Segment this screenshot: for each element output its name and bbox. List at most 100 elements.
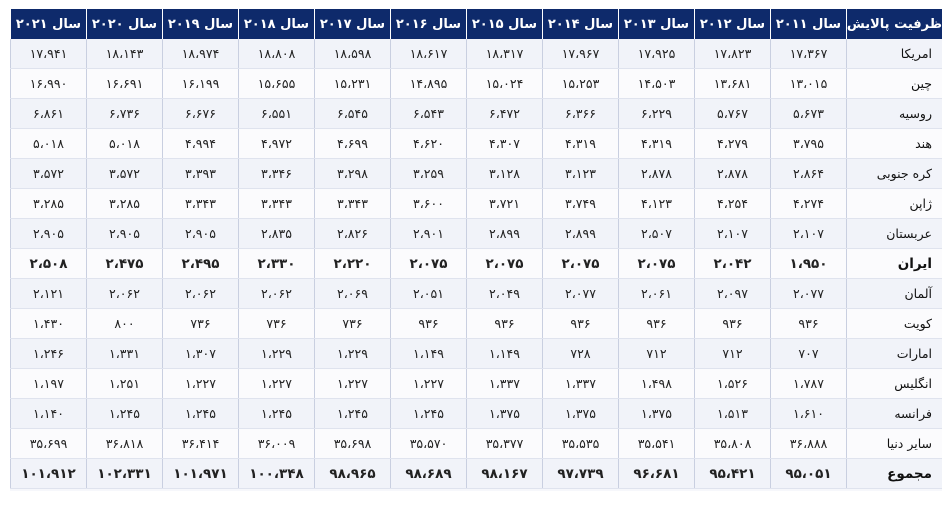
- capacity-cell: ۶،۲۲۹: [618, 98, 695, 129]
- country-cell: کویت: [846, 308, 942, 339]
- capacity-cell: ۱،۹۵۰: [770, 248, 847, 279]
- table-row: کویت ۹۳۶ ۹۳۶ ۹۳۶ ۹۳۶ ۹۳۶ ۹۳۶ ۷۳۶ ۷۳۶ ۷۳۶ ۸۰۰ ۱،۴۳۰: [10, 308, 942, 339]
- country-cell: ایران: [846, 248, 942, 279]
- country-cell: کره جنوبی: [846, 158, 942, 189]
- header-cell: سال ۲۰۱۹: [162, 9, 239, 39]
- table-row: ژاپن ۴،۲۷۴ ۴،۲۵۴ ۴،۱۲۳ ۳،۷۴۹ ۳،۷۲۱ ۳،۶۰۰ ۳،۳۴۳ ۳…: [10, 188, 942, 219]
- table-row: ایران ۱،۹۵۰ ۲،۰۴۲ ۲،۰۷۵ ۲،۰۷۵ ۲،۰۷۵ ۲،۰۷۵ ۲،۲۲۰…: [10, 248, 942, 279]
- capacity-cell: ۱،۳۷۵: [618, 398, 695, 429]
- capacity-cell: ۲،۹۰۱: [390, 218, 467, 249]
- country-cell: عربستان: [846, 218, 942, 249]
- capacity-cell: ۳،۵۷۲: [10, 158, 87, 189]
- capacity-cell: ۲،۹۰۵: [10, 218, 87, 249]
- capacity-cell: ۳،۷۲۱: [466, 188, 543, 219]
- table-row: روسیه ۵،۶۷۳ ۵،۷۶۷ ۶،۲۲۹ ۶،۳۶۶ ۶،۴۷۲ ۶،۵۴۳ ۶،۵۴۵…: [10, 98, 942, 129]
- capacity-cell: ۳،۲۸۵: [10, 188, 87, 219]
- capacity-cell: ۳،۷۴۹: [542, 188, 619, 219]
- capacity-cell: ۱۵،۶۵۵: [238, 68, 315, 99]
- capacity-cell: ۱،۶۱۰: [770, 398, 847, 429]
- capacity-cell: ۴،۱۲۳: [618, 188, 695, 219]
- capacity-cell: ۱،۲۴۵: [390, 398, 467, 429]
- capacity-cell: ۹۳۶: [694, 308, 771, 339]
- capacity-cell: ۱۸،۱۴۳: [86, 39, 163, 69]
- capacity-cell: ۲،۸۷۸: [618, 158, 695, 189]
- capacity-cell: ۱،۲۲۹: [314, 338, 391, 369]
- country-cell: امریکا: [846, 39, 942, 69]
- capacity-cell: ۹۵،۰۵۱: [770, 458, 847, 489]
- capacity-cell: ۹۳۶: [390, 308, 467, 339]
- capacity-cell: ۲،۰۴۲: [694, 248, 771, 279]
- country-cell: انگلیس: [846, 368, 942, 399]
- capacity-cell: ۱۶،۶۹۱: [86, 68, 163, 99]
- header-cell: سال ۲۰۱۶: [390, 9, 467, 39]
- capacity-cell: ۱،۲۴۵: [162, 398, 239, 429]
- capacity-cell: ۲،۰۷۵: [542, 248, 619, 279]
- capacity-cell: ۲،۱۰۷: [770, 218, 847, 249]
- capacity-cell: ۱۸،۶۱۷: [390, 39, 467, 69]
- header-cell: سال ۲۰۱۱: [770, 9, 847, 39]
- capacity-cell: ۳۵،۵۷۰: [390, 428, 467, 459]
- country-cell: آلمان: [846, 278, 942, 309]
- capacity-cell: ۵،۰۱۸: [86, 128, 163, 159]
- refining-capacity-table-container: ظرفیت پالایش سال ۲۰۱۱ سال ۲۰۱۲ سال ۲۰۱۳ …: [10, 9, 942, 491]
- capacity-cell: ۹۵،۴۲۱: [694, 458, 771, 489]
- country-cell: چین: [846, 68, 942, 99]
- capacity-cell: ۱۰۱،۹۷۱: [162, 458, 239, 489]
- capacity-cell: ۱،۲۲۷: [390, 368, 467, 399]
- capacity-cell: ۳۵،۶۹۹: [10, 428, 87, 459]
- capacity-cell: ۷۰۷: [770, 338, 847, 369]
- table-row: امارات ۷۰۷ ۷۱۲ ۷۱۲ ۷۲۸ ۱،۱۴۹ ۱،۱۴۹ ۱،۲۲۹ ۱،۲۲۹ ۱،…: [10, 338, 942, 369]
- table-body: امریکا ۱۷،۳۶۷ ۱۷،۸۲۳ ۱۷،۹۲۵ ۱۷،۹۶۷ ۱۸،۳۱۷ ۱۸،۶…: [10, 39, 942, 489]
- capacity-cell: ۷۲۸: [542, 338, 619, 369]
- capacity-cell: ۱۰۲،۳۳۱: [86, 458, 163, 489]
- capacity-cell: ۳۵،۵۴۱: [618, 428, 695, 459]
- table-row: آلمان ۲،۰۷۷ ۲،۰۹۷ ۲،۰۶۱ ۲،۰۷۷ ۲،۰۴۹ ۲،۰۵۱ ۲،۰۶۹…: [10, 278, 942, 309]
- capacity-cell: ۲،۹۰۵: [162, 218, 239, 249]
- capacity-cell: ۵،۰۱۸: [10, 128, 87, 159]
- capacity-cell: ۳۶،۸۸۸: [770, 428, 847, 459]
- capacity-cell: ۳۵،۵۳۵: [542, 428, 619, 459]
- capacity-cell: ۱۶،۱۹۹: [162, 68, 239, 99]
- capacity-cell: ۱،۲۲۷: [314, 368, 391, 399]
- capacity-cell: ۱،۷۸۷: [770, 368, 847, 399]
- capacity-cell: ۴،۹۷۲: [238, 128, 315, 159]
- capacity-cell: ۱،۳۰۷: [162, 338, 239, 369]
- header-cell: سال ۲۰۱۳: [618, 9, 695, 39]
- capacity-cell: ۱،۲۲۷: [238, 368, 315, 399]
- table-row: چین ۱۳،۰۱۵ ۱۳،۶۸۱ ۱۴،۵۰۳ ۱۵،۲۵۳ ۱۵،۰۲۴ ۱۴،۸۹۵ ۱…: [10, 68, 942, 99]
- capacity-cell: ۴،۶۲۰: [390, 128, 467, 159]
- capacity-cell: ۱،۴۳۰: [10, 308, 87, 339]
- capacity-cell: ۲،۴۷۵: [86, 248, 163, 279]
- country-cell: مجموع: [846, 458, 942, 489]
- header-cell: سال ۲۰۱۷: [314, 9, 391, 39]
- capacity-cell: ۲،۸۹۹: [466, 218, 543, 249]
- table-row: هند ۳،۷۹۵ ۴،۲۷۹ ۴،۳۱۹ ۴،۳۱۹ ۴،۳۰۷ ۴،۶۲۰ ۴،۶۹۹ ۴،…: [10, 128, 942, 159]
- header-cell: ظرفیت پالایش: [846, 9, 942, 39]
- capacity-cell: ۱،۳۷۵: [466, 398, 543, 429]
- table-row: فرانسه ۱،۶۱۰ ۱،۵۱۳ ۱،۳۷۵ ۱،۳۷۵ ۱،۳۷۵ ۱،۲۴۵ ۱،۲۴…: [10, 398, 942, 429]
- capacity-cell: ۹۳۶: [542, 308, 619, 339]
- capacity-cell: ۱۷،۹۲۵: [618, 39, 695, 69]
- capacity-cell: ۴،۶۹۹: [314, 128, 391, 159]
- capacity-cell: ۵،۷۶۷: [694, 98, 771, 129]
- capacity-cell: ۳،۳۹۳: [162, 158, 239, 189]
- capacity-cell: ۱،۳۳۱: [86, 338, 163, 369]
- capacity-cell: ۲،۳۳۰: [238, 248, 315, 279]
- capacity-cell: ۱۳،۰۱۵: [770, 68, 847, 99]
- capacity-cell: ۲،۹۰۵: [86, 218, 163, 249]
- capacity-cell: ۲،۰۶۲: [86, 278, 163, 309]
- capacity-cell: ۳۶،۰۰۹: [238, 428, 315, 459]
- capacity-cell: ۷۱۲: [618, 338, 695, 369]
- capacity-cell: ۱۷،۸۲۳: [694, 39, 771, 69]
- capacity-cell: ۶،۵۴۵: [314, 98, 391, 129]
- country-cell: سایر دنیا: [846, 428, 942, 459]
- capacity-cell: ۲،۰۷۷: [770, 278, 847, 309]
- header-cell: سال ۲۰۲۰: [86, 9, 163, 39]
- capacity-cell: ۲،۵۰۸: [10, 248, 87, 279]
- capacity-cell: ۴،۲۷۹: [694, 128, 771, 159]
- capacity-cell: ۹۳۶: [618, 308, 695, 339]
- capacity-cell: ۱،۲۴۵: [86, 398, 163, 429]
- capacity-cell: ۴،۲۵۴: [694, 188, 771, 219]
- capacity-cell: ۱۸،۹۷۴: [162, 39, 239, 69]
- capacity-cell: ۳،۶۰۰: [390, 188, 467, 219]
